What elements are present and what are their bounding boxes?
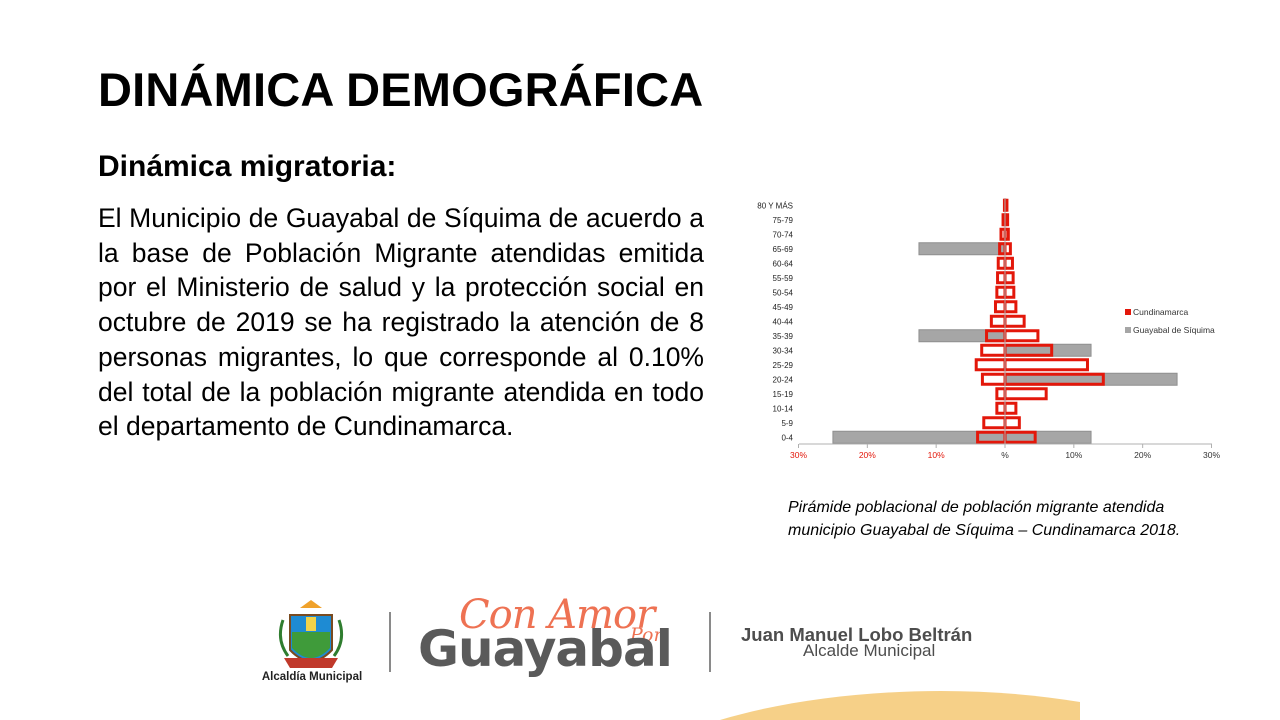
age-group-labels: 80 Y MÁS 75-79 70-74 65-69 60-64 55-59 50-54 45… (757, 201, 793, 442)
cundinamarca-bar-right-35-39 (1003, 329, 1040, 343)
footer-logos (278, 600, 1080, 720)
legend-label-cundinamarca: Cundinamarca (1133, 307, 1189, 317)
cundinamarca-bar-right-15-19 (1003, 387, 1048, 401)
age-label-65-69: 65-69 (773, 245, 794, 254)
coat-of-arms-icon (278, 600, 344, 668)
brand-por-text: Por (630, 624, 663, 646)
chart-legend: Cundinamarca Guayabal de Síquima (1125, 307, 1215, 335)
cundinamarca-bar-right-45-49 (1003, 300, 1018, 314)
legend-label-guayabal: Guayabal de Síquima (1133, 325, 1215, 335)
age-label-25-29: 25-29 (773, 361, 794, 370)
legend-swatch-guayabal (1125, 327, 1131, 333)
cundinamarca-bar-left-40-44 (989, 314, 1007, 328)
cundinamarca-bar-left-25-29 (974, 358, 1007, 372)
population-pyramid-chart: 80 Y MÁS 75-79 70-74 65-69 60-64 55-59 50-54 45… (757, 198, 1220, 460)
x-tick-label-3: % (1001, 450, 1009, 460)
footer-accent-swoosh (720, 690, 1080, 720)
x-tick-label-4: 10% (1065, 450, 1082, 460)
cundinamarca-bar-right-25-29 (1003, 358, 1089, 372)
age-label-35-39: 35-39 (773, 332, 794, 341)
x-tick-label-1: 20% (859, 450, 876, 460)
brand-script-text: Con Amor (459, 592, 655, 638)
age-label-75-79: 75-79 (773, 216, 794, 225)
age-label-20-24: 20-24 (773, 375, 794, 384)
cundinamarca-bar-right-60-64 (1003, 256, 1014, 270)
alcaldia-logo-caption: Alcaldía Municipal (261, 671, 363, 683)
cundinamarca-bar-right-10-14 (1003, 401, 1018, 415)
mayor-name: Juan Manuel Lobo Beltrán (741, 624, 973, 645)
age-label-15-19: 15-19 (773, 390, 794, 399)
x-tick-label-0: 30% (790, 450, 807, 460)
age-label-30-34: 30-34 (773, 346, 794, 355)
age-label-5-9: 5-9 (781, 419, 793, 428)
x-tick-labels: 30% 20% 10%% 10% 20% 30% (790, 444, 1220, 460)
footer-divider-1 (389, 612, 391, 672)
age-label-60-64: 60-64 (773, 259, 794, 268)
cundinamarca-bar-right-40-44 (1003, 314, 1026, 328)
slide-title: DINÁMICA DEMOGRÁFICA (98, 63, 704, 116)
age-label-55-59: 55-59 (773, 274, 794, 283)
age-label-80-y-m-s: 80 Y MÁS (757, 201, 793, 210)
mayor-role: Alcalde Municipal (803, 641, 936, 660)
brand-name-text: Guayabal (418, 620, 673, 678)
cundinamarca-bar-right-55-59 (1003, 271, 1015, 285)
x-tick-label-6: 30% (1203, 450, 1220, 460)
legend-swatch-cundinamarca (1125, 309, 1131, 315)
chart-caption-line-2: municipio Guayabal de Síquima – Cundinam… (788, 522, 1181, 539)
cundinamarca-bar-left-30-34 (980, 343, 1007, 357)
x-tick-label-2: 10% (928, 450, 945, 460)
age-label-45-49: 45-49 (773, 303, 794, 312)
guayabal-bar-left-65-69 (918, 242, 1006, 256)
cundinamarca-bar-left-20-24 (980, 372, 1007, 386)
x-tick-label-5: 20% (1134, 450, 1151, 460)
cundinamarca-bar-right-65-69 (1003, 242, 1012, 256)
chart-caption-line-1: Pirámide poblacional de población migran… (788, 499, 1165, 516)
cundinamarca-bar-right-50-54 (1003, 285, 1016, 299)
age-label-70-74: 70-74 (773, 230, 794, 239)
age-label-0-4: 0-4 (781, 433, 793, 442)
slide-subtitle: Dinámica migratoria: (98, 150, 397, 183)
age-label-50-54: 50-54 (773, 288, 794, 297)
chart-caption: Pirámide poblacional de población migran… (788, 496, 1258, 542)
cundinamarca-bar-right-5-9 (1003, 416, 1021, 430)
footer-divider-2 (709, 612, 711, 672)
slide-body-text: El Municipio de Guayabal de Síquima de a… (98, 203, 704, 442)
cundinamarca-bars (974, 198, 1105, 444)
cundinamarca-bar-left-5-9 (982, 416, 1007, 430)
age-label-10-14: 10-14 (773, 404, 794, 413)
age-label-40-44: 40-44 (773, 317, 794, 326)
